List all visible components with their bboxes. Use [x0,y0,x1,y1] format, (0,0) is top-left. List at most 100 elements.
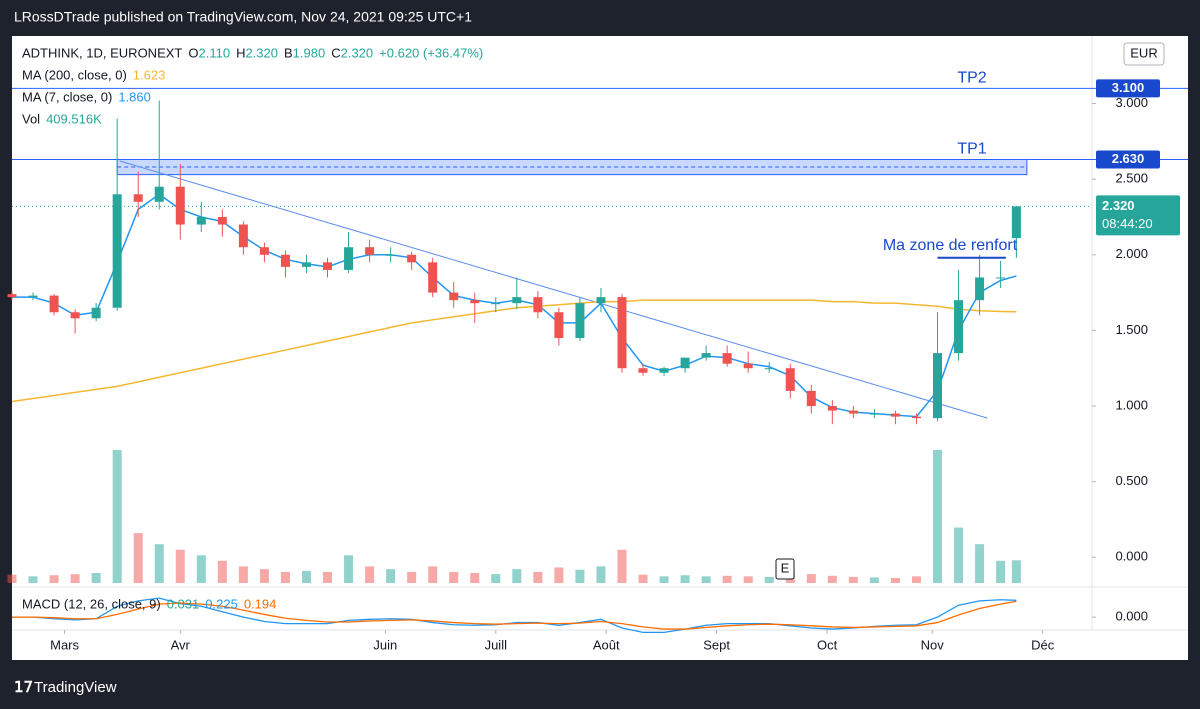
volume-bar [975,544,985,583]
currency: EUR [1130,45,1157,60]
candle-body [112,194,122,308]
volume-bar [386,569,396,583]
volume-bar [512,569,522,583]
candle-body [722,353,732,364]
candle-body [533,297,543,313]
candle-body [28,295,38,298]
volume-bar [806,574,816,583]
volume-bar [911,576,921,583]
earnings-marker: E [781,560,790,575]
volume-bar [428,566,438,583]
volume-bar [722,575,732,583]
logo-mark: 𝟣𝟩 [14,679,33,696]
y-tick-label: 0.000 [1115,549,1148,564]
candle-body [869,413,879,415]
ma-value: 1.860 [118,89,151,104]
price-tag [1096,150,1160,169]
y-tick-label: 3.000 [1115,95,1148,110]
level-text: TP2 [957,70,986,87]
volume-bar [680,575,690,583]
x-tick-label: Déc [1031,637,1055,652]
volume-bar [554,567,564,583]
candle-body [428,262,438,293]
candle-body [365,247,375,255]
volume-value: 409.516K [46,111,102,126]
volume-legend: Vol [22,111,40,126]
candle-body [1011,206,1021,239]
candle-body [764,368,774,370]
candle-body [659,368,669,373]
volume-bar [259,569,269,583]
candle-body [848,410,858,414]
candle-body [806,390,816,407]
volume-bar [827,575,837,583]
macd-tick-label: 0.000 [1115,609,1148,624]
ohlc-value: 2.110 [198,45,230,60]
volume-bar [890,578,900,583]
candle-body [911,416,921,419]
macd-line [12,600,1017,630]
candle-body [49,295,59,313]
candle-body [554,312,564,338]
volume-bar [1011,560,1021,583]
candle-body [196,216,206,225]
candle-body [175,186,185,225]
candle-body [933,353,943,419]
candle-body [407,254,417,263]
candle-body [449,292,459,301]
x-tick-label: Juin [373,637,397,652]
volume-bar [7,574,17,583]
volume-bar [28,576,38,583]
countdown: 08:44:20 [1102,216,1153,231]
volume-bar [407,571,417,583]
y-tick-label: 1.500 [1115,322,1148,337]
price-tag-label: 3.100 [1112,80,1145,95]
volume-bar [133,533,143,583]
ohlc-label: C [331,45,340,60]
candle-body [743,363,753,369]
candle-body [701,353,711,358]
volume-bar [575,569,585,583]
volume-bar [365,566,375,583]
candle-body [491,303,501,305]
candle-body [890,413,900,417]
volume-bar [743,576,753,583]
macd-value: 0.225 [205,596,238,611]
volume-bar [323,571,333,583]
volume-bar [659,576,669,583]
y-tick-label: 2.500 [1115,171,1148,186]
ma-value: 1.623 [133,67,166,82]
volume-bar [764,576,774,583]
candle-body [323,262,333,270]
volume-bar [596,566,606,583]
macd-value: 0.194 [244,596,277,611]
volume-bar [954,527,964,583]
candle-body [7,294,17,298]
price-tag [1096,79,1160,98]
volume-bar [91,573,101,583]
symbol: ADTHINK, 1D, EURONEXT [22,45,182,60]
x-tick-label: Août [593,637,620,652]
y-tick-label: 2.000 [1115,246,1148,261]
volume-bar [196,555,206,583]
macd-value: 0.031 [167,596,200,611]
candle-body [975,277,985,301]
volume-bar [491,574,501,583]
x-tick-label: Nov [921,637,945,652]
y-tick-label: 1.000 [1115,397,1148,412]
volume-bar [301,570,311,583]
level-text: TP1 [957,141,986,158]
candle-body [259,247,269,255]
volume-bar [848,576,858,583]
candle-body [680,357,690,369]
ohlc-label: O [188,45,198,60]
x-tick-label: Mars [50,637,79,652]
volume-bar [933,450,943,583]
candle-body [154,186,164,202]
candle-body [827,406,837,411]
ohlc-value: 2.320 [245,45,278,60]
volume-bar [449,571,459,583]
currency-box [1123,42,1165,66]
y-tick-label: 0.500 [1115,473,1148,488]
candle-body [344,247,354,270]
